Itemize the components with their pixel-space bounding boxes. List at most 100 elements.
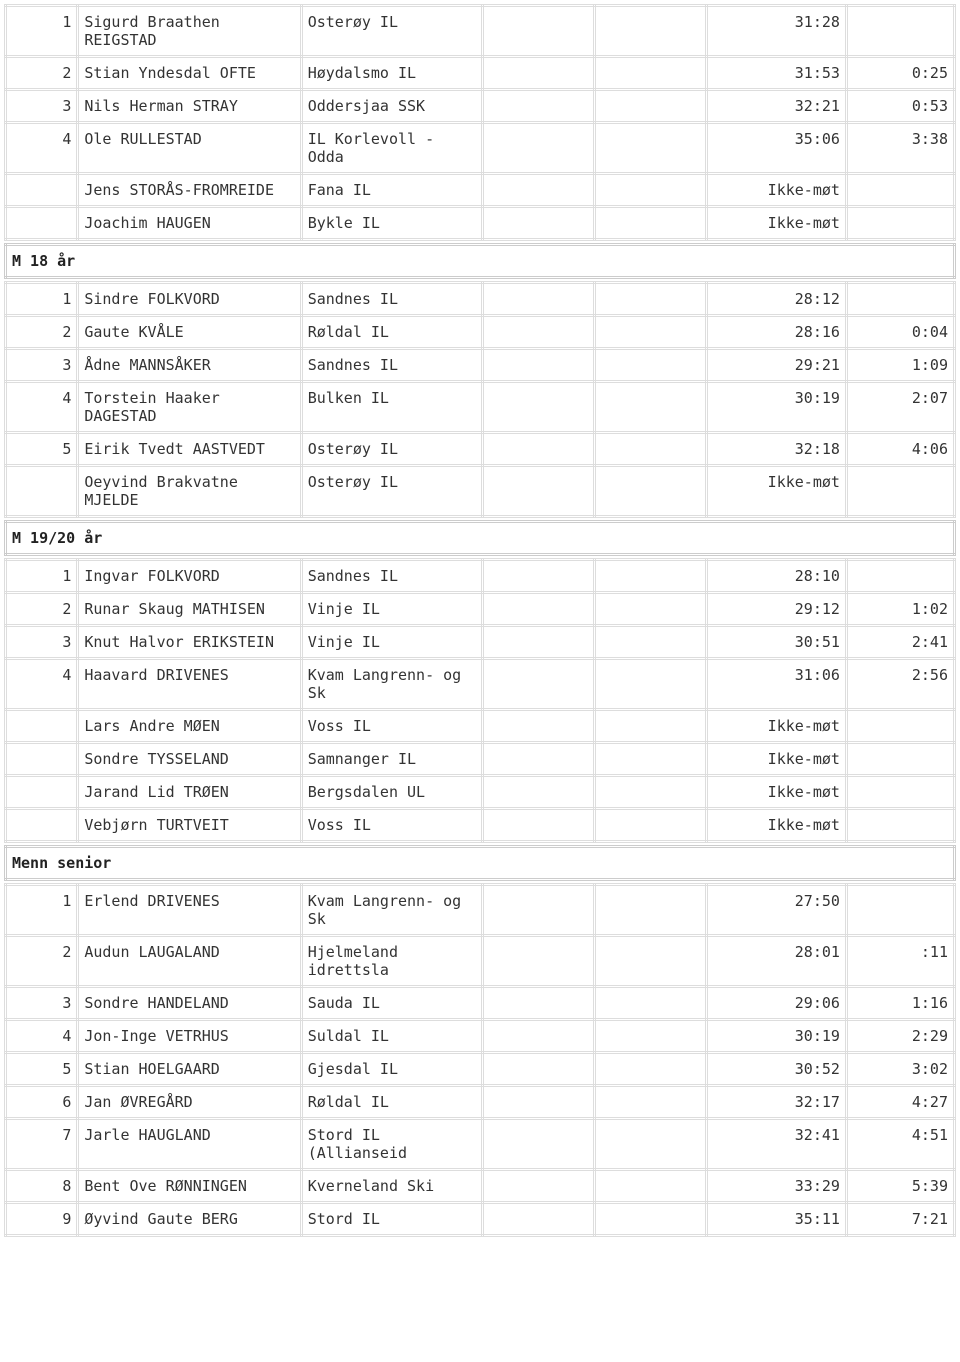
table-row: 1Erlend DRIVENESKvam Langrenn- og Sk27:5… (6, 885, 955, 936)
name-cell: Jarand Lid TRØEN (78, 776, 301, 809)
diff-cell (846, 885, 954, 936)
table-row: 9Øyvind Gaute BERGStord IL35:117:21 (6, 1203, 955, 1236)
rank-cell: 4 (6, 1020, 78, 1053)
diff-cell (846, 6, 954, 57)
split-b-cell (595, 316, 707, 349)
time-cell: 32:17 (707, 1086, 846, 1119)
club-cell: Røldal IL (301, 316, 482, 349)
club-cell: Fana IL (301, 174, 482, 207)
split-a-cell (483, 885, 595, 936)
split-a-cell (483, 207, 595, 240)
diff-cell (846, 710, 954, 743)
time-cell: 30:19 (707, 382, 846, 433)
table-row: 7Jarle HAUGLANDStord IL (Allianseid32:41… (6, 1119, 955, 1170)
split-a-cell (483, 710, 595, 743)
diff-cell: 2:29 (846, 1020, 954, 1053)
diff-cell: 3:38 (846, 123, 954, 174)
time-cell: 31:28 (707, 6, 846, 57)
diff-cell: :11 (846, 936, 954, 987)
name-cell: Stian HOELGAARD (78, 1053, 301, 1086)
name-cell: Ådne MANNSÅKER (78, 349, 301, 382)
club-cell: Oddersjaa SSK (301, 90, 482, 123)
rank-cell (6, 174, 78, 207)
rank-cell: 4 (6, 659, 78, 710)
table-row: 8Bent Ove RØNNINGENKverneland Ski33:295:… (6, 1170, 955, 1203)
rank-cell: 2 (6, 936, 78, 987)
club-cell: Gjesdal IL (301, 1053, 482, 1086)
time-cell: Ikke-møt (707, 809, 846, 842)
diff-cell (846, 466, 954, 517)
results-table: 1Sigurd Braathen REIGSTADOsterøy IL31:28… (4, 4, 956, 241)
time-cell: Ikke-møt (707, 466, 846, 517)
name-cell: Erlend DRIVENES (78, 885, 301, 936)
club-cell: Bergsdalen UL (301, 776, 482, 809)
rank-cell: 1 (6, 283, 78, 316)
table-row: 5Stian HOELGAARDGjesdal IL30:523:02 (6, 1053, 955, 1086)
club-cell: Voss IL (301, 710, 482, 743)
table-row: 4Torstein Haaker DAGESTADBulken IL30:192… (6, 382, 955, 433)
split-b-cell (595, 885, 707, 936)
name-cell: Jens STORÅS-FROMREIDE (78, 174, 301, 207)
table-row: 5Eirik Tvedt AASTVEDTOsterøy IL32:184:06 (6, 433, 955, 466)
time-cell: 29:21 (707, 349, 846, 382)
name-cell: Oeyvind Brakvatne MJELDE (78, 466, 301, 517)
split-b-cell (595, 710, 707, 743)
rank-cell: 4 (6, 382, 78, 433)
club-cell: Bulken IL (301, 382, 482, 433)
club-cell: Osterøy IL (301, 6, 482, 57)
split-a-cell (483, 1119, 595, 1170)
diff-cell (846, 283, 954, 316)
diff-cell (846, 743, 954, 776)
rank-cell (6, 207, 78, 240)
table-row: Joachim HAUGENBykle ILIkke-møt (6, 207, 955, 240)
split-b-cell (595, 57, 707, 90)
name-cell: Sigurd Braathen REIGSTAD (78, 6, 301, 57)
split-b-cell (595, 283, 707, 316)
name-cell: Jarle HAUGLAND (78, 1119, 301, 1170)
club-cell: Sandnes IL (301, 349, 482, 382)
category-heading: M 19/20 år (6, 522, 955, 555)
rank-cell: 3 (6, 987, 78, 1020)
time-cell: 30:52 (707, 1053, 846, 1086)
club-cell: Kvam Langrenn- og Sk (301, 659, 482, 710)
diff-cell: 0:25 (846, 57, 954, 90)
time-cell: 35:11 (707, 1203, 846, 1236)
name-cell: Jan ØVREGÅRD (78, 1086, 301, 1119)
table-row: 3Knut Halvor ERIKSTEINVinje IL30:512:41 (6, 626, 955, 659)
club-cell: Stord IL (301, 1203, 482, 1236)
split-b-cell (595, 659, 707, 710)
diff-cell: 4:06 (846, 433, 954, 466)
diff-cell: 1:09 (846, 349, 954, 382)
split-a-cell (483, 593, 595, 626)
results-table: 1Sindre FOLKVORDSandnes IL28:122Gaute KV… (4, 281, 956, 518)
name-cell: Gaute KVÅLE (78, 316, 301, 349)
rank-cell: 7 (6, 1119, 78, 1170)
split-b-cell (595, 1086, 707, 1119)
time-cell: 28:10 (707, 560, 846, 593)
diff-cell: 0:53 (846, 90, 954, 123)
name-cell: Sondre TYSSELAND (78, 743, 301, 776)
split-a-cell (483, 1170, 595, 1203)
split-a-cell (483, 776, 595, 809)
split-a-cell (483, 1203, 595, 1236)
split-a-cell (483, 626, 595, 659)
club-cell: Vinje IL (301, 626, 482, 659)
split-a-cell (483, 123, 595, 174)
club-cell: Hjelmeland idrettsla (301, 936, 482, 987)
split-a-cell (483, 174, 595, 207)
split-b-cell (595, 382, 707, 433)
time-cell: Ikke-møt (707, 776, 846, 809)
table-row: 4Haavard DRIVENESKvam Langrenn- og Sk31:… (6, 659, 955, 710)
club-cell: Voss IL (301, 809, 482, 842)
name-cell: Runar Skaug MATHISEN (78, 593, 301, 626)
club-cell: IL Korlevoll - Odda (301, 123, 482, 174)
split-b-cell (595, 433, 707, 466)
name-cell: Eirik Tvedt AASTVEDT (78, 433, 301, 466)
time-cell: 32:18 (707, 433, 846, 466)
diff-cell: 1:16 (846, 987, 954, 1020)
diff-cell: 7:21 (846, 1203, 954, 1236)
time-cell: 28:16 (707, 316, 846, 349)
rank-cell: 8 (6, 1170, 78, 1203)
name-cell: Sondre HANDELAND (78, 987, 301, 1020)
club-cell: Vinje IL (301, 593, 482, 626)
